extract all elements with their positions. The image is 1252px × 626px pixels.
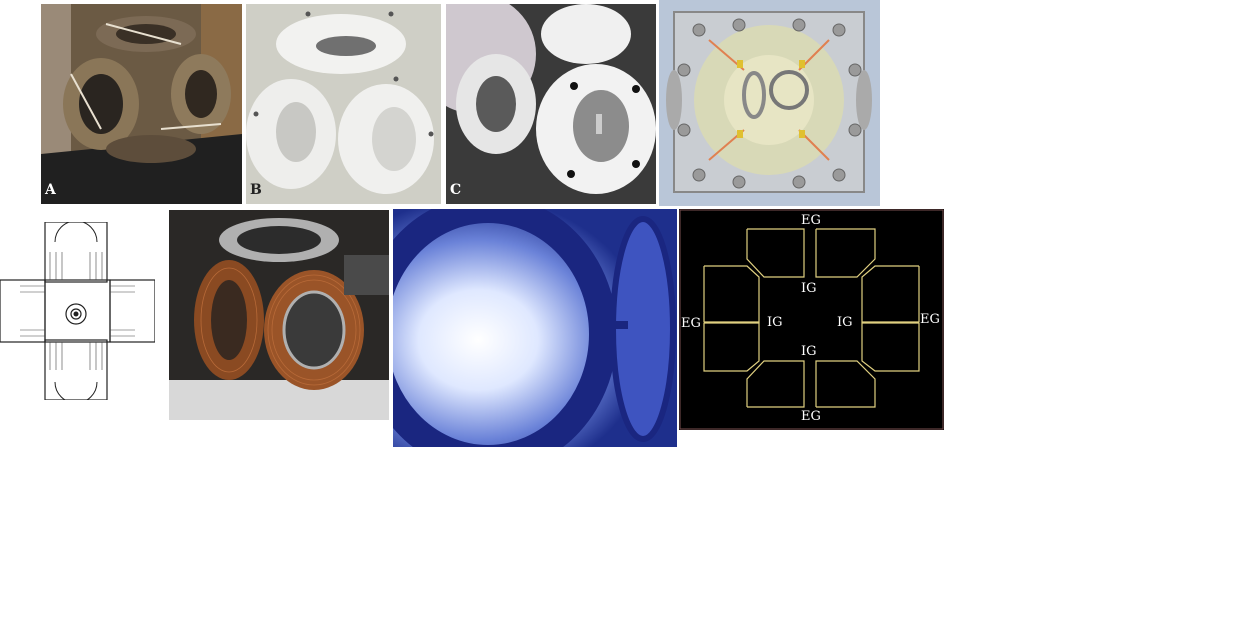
grid-electrode-bottom-right (815, 360, 876, 408)
photo-panel-a: A (41, 4, 242, 204)
ig-label-top: IG (801, 281, 817, 296)
grid-electrode-right-bottom (861, 322, 920, 372)
grid-diagram-panel: EG EG EG EG IG IG IG IG (679, 209, 944, 430)
teflon-rings-photo (246, 4, 441, 204)
cross-section-drawing-panel (0, 222, 155, 400)
ig-label-left: IG (767, 315, 783, 330)
cross-section-drawing (0, 222, 155, 400)
panel-label-b: B (250, 182, 262, 198)
panel-label-c: C (450, 182, 462, 198)
eg-label-bottom: EG (801, 409, 821, 424)
grid-electrode-top-left (746, 228, 805, 278)
eg-label-top: EG (801, 213, 821, 228)
copper-coil-cube-photo (169, 210, 389, 420)
render-panel-chamber (659, 0, 880, 206)
grid-diagram: EG EG EG EG IG IG IG IG (679, 209, 944, 430)
metal-rings-cube-photo (41, 4, 242, 204)
photo-panel-plasma (393, 209, 677, 447)
eg-label-right: EG (920, 312, 940, 327)
teflon-rings-bolts-photo (446, 4, 656, 204)
photo-panel-b: B (246, 4, 441, 204)
vacuum-chamber-render (659, 0, 880, 206)
grid-electrode-right-top (861, 265, 920, 323)
photo-panel-c: C (446, 4, 656, 204)
grid-electrode-left-bottom (703, 322, 760, 372)
eg-label-left: EG (681, 316, 701, 331)
ig-label-right: IG (837, 315, 853, 330)
grid-electrode-top-right (815, 228, 876, 278)
ig-label-bottom: IG (801, 344, 817, 359)
panel-label-a: A (45, 182, 56, 198)
grid-electrode-left-top (703, 265, 760, 323)
photo-panel-copper-coils (169, 210, 389, 420)
plasma-glow-photo (393, 209, 677, 447)
grid-electrode-bottom-left (746, 360, 805, 408)
